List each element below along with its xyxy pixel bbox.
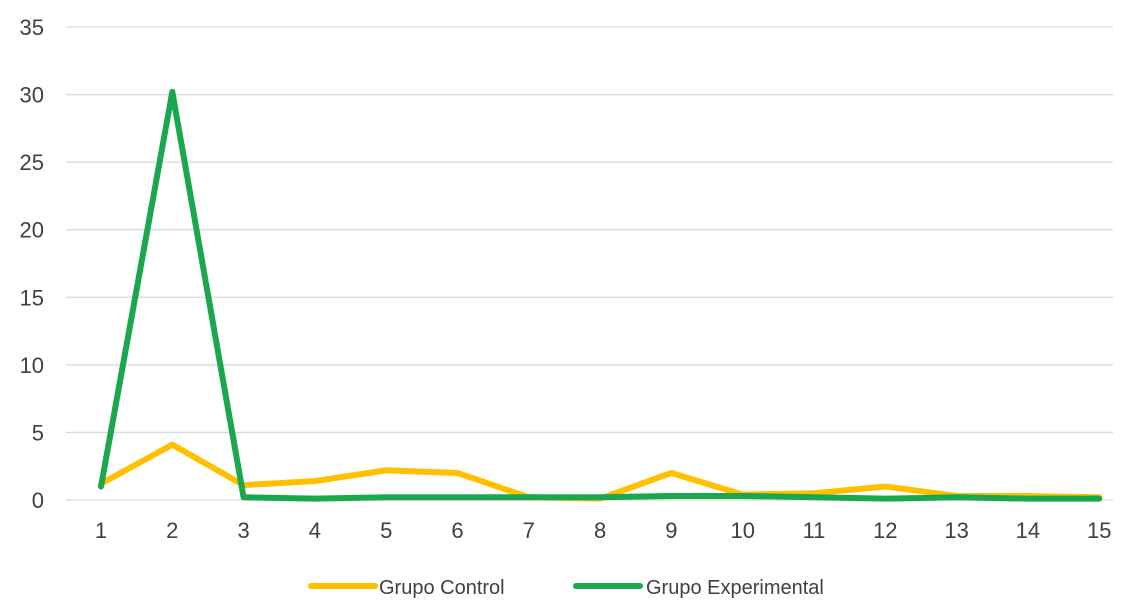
x-tick-label: 9 xyxy=(665,518,677,543)
y-tick-label: 0 xyxy=(32,488,44,513)
x-tick-label: 8 xyxy=(594,518,606,543)
x-tick-label: 14 xyxy=(1016,518,1040,543)
x-tick-label: 6 xyxy=(451,518,463,543)
series-lines xyxy=(98,88,1103,502)
x-tick-label: 7 xyxy=(523,518,535,543)
legend-label: Grupo Experimental xyxy=(646,577,824,599)
x-tick-label: 4 xyxy=(309,518,321,543)
y-tick-label: 30 xyxy=(20,83,44,108)
x-tick-label: 11 xyxy=(803,518,826,543)
y-tick-label: 10 xyxy=(20,353,44,378)
y-tick-label: 25 xyxy=(20,150,44,175)
x-tick-label: 1 xyxy=(95,518,107,543)
y-tick-label: 35 xyxy=(20,15,44,40)
gridlines xyxy=(66,26,1113,501)
legend-label: Grupo Control xyxy=(379,577,505,599)
y-tick-label: 5 xyxy=(32,420,44,445)
x-tick-label: 2 xyxy=(166,518,178,543)
series-line-1 xyxy=(98,441,1103,502)
y-tick-label: 15 xyxy=(20,285,44,310)
y-tick-label: 20 xyxy=(20,218,44,243)
x-axis-ticks: 1 2 3 4 5 6 7 8 9 10 11 12 13 14 15 xyxy=(95,518,1112,543)
y-axis-ticks: 0 5 10 15 20 25 30 35 xyxy=(20,15,44,513)
x-tick-label: 12 xyxy=(873,518,897,543)
legend: Grupo Control Grupo Experimental xyxy=(308,577,824,599)
series-line-2 xyxy=(98,88,1103,502)
x-tick-label: 13 xyxy=(944,518,968,543)
x-tick-label: 3 xyxy=(237,518,249,543)
x-tick-label: 15 xyxy=(1087,518,1111,543)
x-tick-label: 10 xyxy=(730,518,754,543)
x-tick-label: 5 xyxy=(380,518,392,543)
